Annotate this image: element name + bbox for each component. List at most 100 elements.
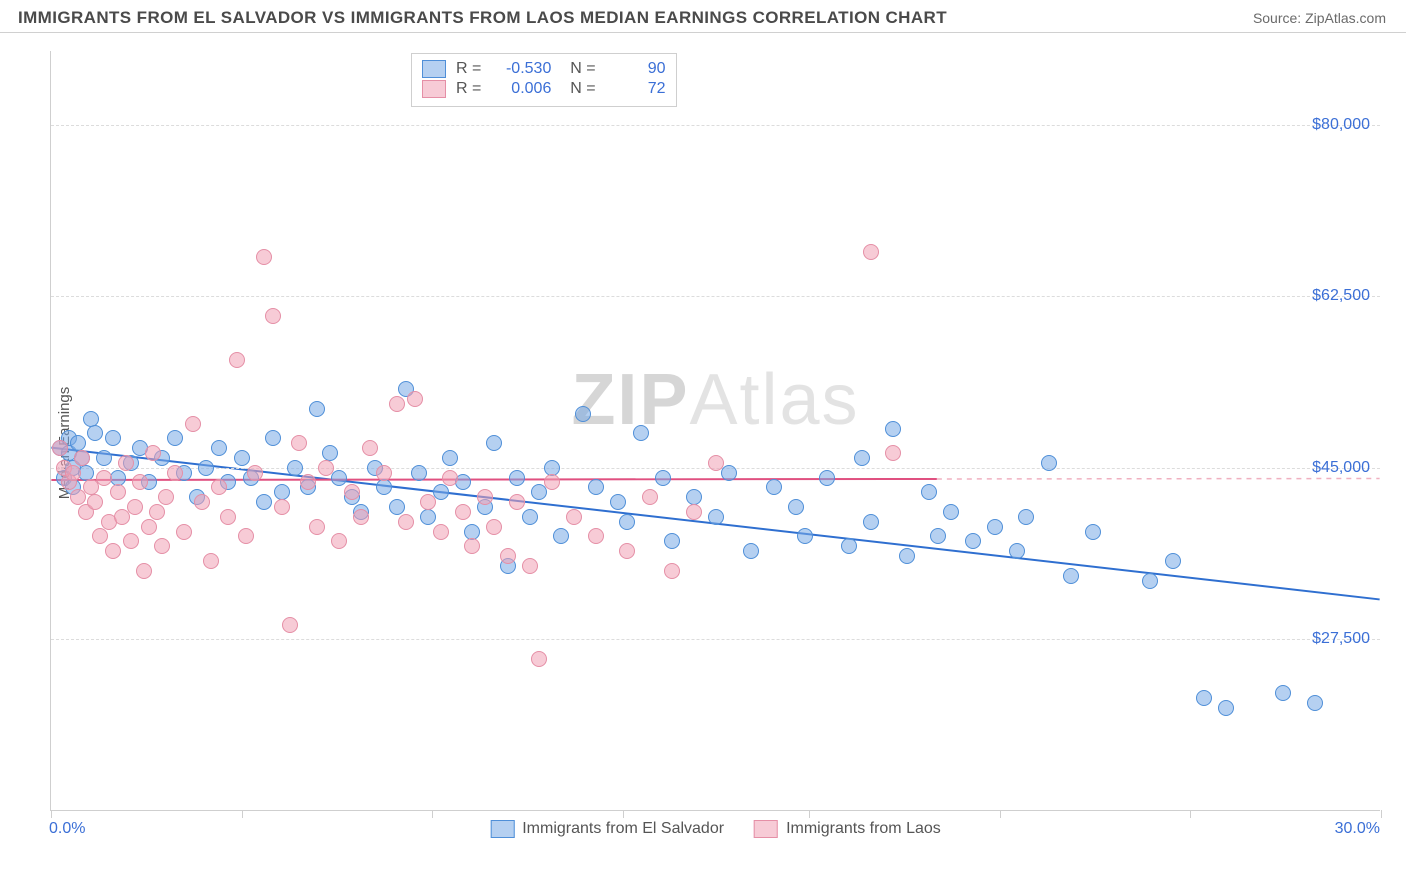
data-point xyxy=(486,435,502,451)
n-value-2: 72 xyxy=(606,80,666,98)
data-point xyxy=(664,563,680,579)
x-tick xyxy=(432,810,433,818)
data-point xyxy=(943,504,959,520)
data-point xyxy=(300,474,316,490)
r-label: R = xyxy=(456,60,481,78)
data-point xyxy=(158,489,174,505)
data-point xyxy=(176,524,192,540)
n-label: N = xyxy=(561,60,595,78)
data-point xyxy=(331,470,347,486)
data-point xyxy=(353,509,369,525)
data-point xyxy=(167,465,183,481)
legend-series: Immigrants from El Salvador Immigrants f… xyxy=(490,820,941,838)
y-tick-label: $62,500 xyxy=(1312,287,1370,305)
data-point xyxy=(96,470,112,486)
data-point xyxy=(854,450,870,466)
swatch-pink-icon xyxy=(422,80,446,98)
data-point xyxy=(885,445,901,461)
data-point xyxy=(486,519,502,535)
data-point xyxy=(509,470,525,486)
data-point xyxy=(229,352,245,368)
x-tick xyxy=(1381,810,1382,818)
data-point xyxy=(287,460,303,476)
data-point xyxy=(1063,568,1079,584)
data-point xyxy=(198,460,214,476)
data-point xyxy=(766,479,782,495)
watermark: ZIPAtlas xyxy=(571,359,859,441)
data-point xyxy=(194,494,210,510)
r-label: R = xyxy=(456,80,481,98)
data-point xyxy=(1165,553,1181,569)
data-point xyxy=(987,519,1003,535)
data-point xyxy=(743,543,759,559)
data-point xyxy=(655,470,671,486)
data-point xyxy=(522,558,538,574)
data-point xyxy=(376,479,392,495)
data-point xyxy=(420,494,436,510)
data-point xyxy=(105,543,121,559)
chart-title: IMMIGRANTS FROM EL SALVADOR VS IMMIGRANT… xyxy=(18,8,947,28)
data-point xyxy=(642,489,658,505)
n-value-1: 90 xyxy=(606,60,666,78)
data-point xyxy=(921,484,937,500)
data-point xyxy=(1142,573,1158,589)
x-end-label: 30.0% xyxy=(1335,820,1380,838)
data-point xyxy=(686,489,702,505)
trend-lines xyxy=(51,51,1380,810)
data-point xyxy=(708,455,724,471)
data-point xyxy=(553,528,569,544)
data-point xyxy=(52,440,68,456)
data-point xyxy=(96,450,112,466)
x-start-label: 0.0% xyxy=(49,820,85,838)
data-point xyxy=(274,484,290,500)
data-point xyxy=(118,455,134,471)
legend-stats-row-2: R = 0.006 N = 72 xyxy=(422,80,666,98)
data-point xyxy=(145,445,161,461)
data-point xyxy=(74,450,90,466)
data-point xyxy=(149,504,165,520)
data-point xyxy=(322,445,338,461)
data-point xyxy=(110,484,126,500)
swatch-blue-icon xyxy=(422,60,446,78)
data-point xyxy=(686,504,702,520)
data-point xyxy=(1018,509,1034,525)
data-point xyxy=(841,538,857,554)
r-value-1: -0.530 xyxy=(491,60,551,78)
data-point xyxy=(211,479,227,495)
data-point xyxy=(464,538,480,554)
data-point xyxy=(256,494,272,510)
data-point xyxy=(344,484,360,500)
data-point xyxy=(575,406,591,422)
data-point xyxy=(1085,524,1101,540)
data-point xyxy=(376,465,392,481)
x-tick xyxy=(623,810,624,818)
swatch-pink-icon xyxy=(754,820,778,838)
data-point xyxy=(247,465,263,481)
data-point xyxy=(127,499,143,515)
data-point xyxy=(885,421,901,437)
data-point xyxy=(965,533,981,549)
data-point xyxy=(522,509,538,525)
data-point xyxy=(455,504,471,520)
data-point xyxy=(610,494,626,510)
data-point xyxy=(309,401,325,417)
data-point xyxy=(433,524,449,540)
data-point xyxy=(1041,455,1057,471)
data-point xyxy=(203,553,219,569)
data-point xyxy=(92,528,108,544)
data-point xyxy=(708,509,724,525)
legend-item-2: Immigrants from Laos xyxy=(754,820,941,838)
data-point xyxy=(123,533,139,549)
data-point xyxy=(265,308,281,324)
data-point xyxy=(619,514,635,530)
data-point xyxy=(87,425,103,441)
data-point xyxy=(544,460,560,476)
x-tick xyxy=(809,810,810,818)
data-point xyxy=(633,425,649,441)
title-bar: IMMIGRANTS FROM EL SALVADOR VS IMMIGRANT… xyxy=(0,0,1406,33)
data-point xyxy=(291,435,307,451)
r-value-2: 0.006 xyxy=(491,80,551,98)
legend-stats-row-1: R = -0.530 N = 90 xyxy=(422,60,666,78)
data-point xyxy=(1218,700,1234,716)
legend-stats: R = -0.530 N = 90 R = 0.006 N = 72 xyxy=(411,53,677,107)
